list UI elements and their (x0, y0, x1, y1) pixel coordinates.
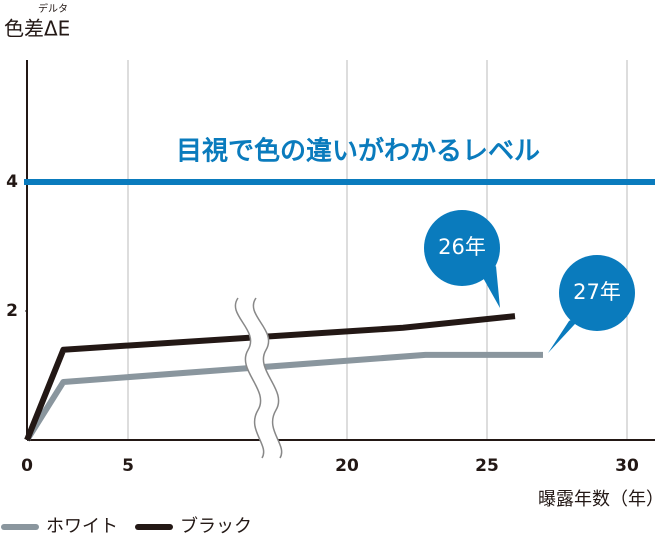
x-tick-label: 25 (475, 456, 499, 476)
series-line (24, 313, 516, 442)
break-edge (234, 297, 265, 459)
y-tick-label: 2 (6, 301, 18, 321)
bubble (559, 255, 635, 331)
break-fill (235, 298, 282, 458)
break-edge (252, 297, 283, 459)
x-axis-label: 曝露年数（年） (538, 489, 664, 510)
x-tick-label: 0 (21, 456, 33, 476)
bubble (424, 210, 500, 286)
legend-label: ブラック (180, 515, 252, 537)
bubble-label: 27年 (573, 280, 621, 304)
plot-area: 0 5 20 25 30 2 4 目視で色の違いがわかるレベル (6, 60, 655, 476)
axis-break (234, 297, 283, 459)
bubble-label: 26年 (438, 235, 486, 259)
legend-label: ホワイト (46, 516, 118, 537)
x-tick-label: 30 (615, 456, 639, 476)
x-tick-label: 5 (122, 456, 134, 476)
reference-label: 目視で色の違いがわかるレベル (176, 136, 540, 167)
y-axis-label: 色差ΔE (4, 17, 70, 41)
x-tick-label: 20 (335, 456, 359, 476)
series-line (24, 351, 543, 442)
y-tick-label: 4 (6, 172, 18, 192)
y-axis-label-ruby: デルタ (38, 2, 68, 15)
